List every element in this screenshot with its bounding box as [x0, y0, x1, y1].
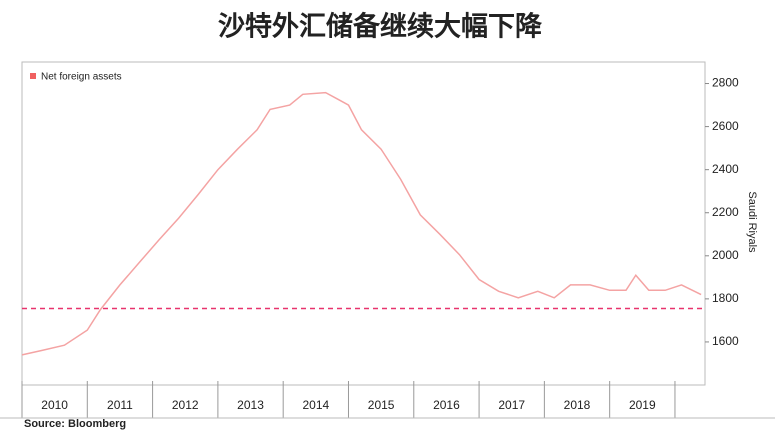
source-note: Source: Bloomberg [24, 418, 126, 430]
x-tick-label: 2012 [172, 398, 199, 412]
plot-frame [21, 61, 706, 386]
legend-label: Net foreign assets [41, 72, 122, 83]
y-tick-label: 2600 [712, 119, 739, 133]
x-tick-label: 2015 [368, 398, 395, 412]
data-line [21, 91, 702, 356]
y-tick-label: 2000 [712, 248, 739, 262]
x-tick-label: 2014 [302, 398, 329, 412]
chart-title: 沙特外汇储备继续大幅下降 [218, 11, 543, 43]
x-tick-label: 2019 [629, 398, 656, 412]
y-tick-label: 1600 [712, 334, 739, 348]
y-tick-label: 2800 [712, 76, 739, 90]
x-tick-label: 2013 [237, 398, 264, 412]
x-tick-label: 2011 [107, 398, 133, 412]
x-tick-label: 2017 [498, 398, 525, 412]
x-tick-label: 2016 [433, 398, 460, 412]
y-axis-label: Saudi Riyals [746, 191, 758, 253]
legend-swatch [30, 73, 36, 79]
y-tick-label: 2400 [712, 162, 739, 176]
y-tick-label: 1800 [712, 291, 739, 305]
x-tick-label: 2010 [41, 398, 68, 412]
y-tick-label: 2200 [712, 205, 739, 219]
x-tick-label: 2018 [564, 398, 591, 412]
